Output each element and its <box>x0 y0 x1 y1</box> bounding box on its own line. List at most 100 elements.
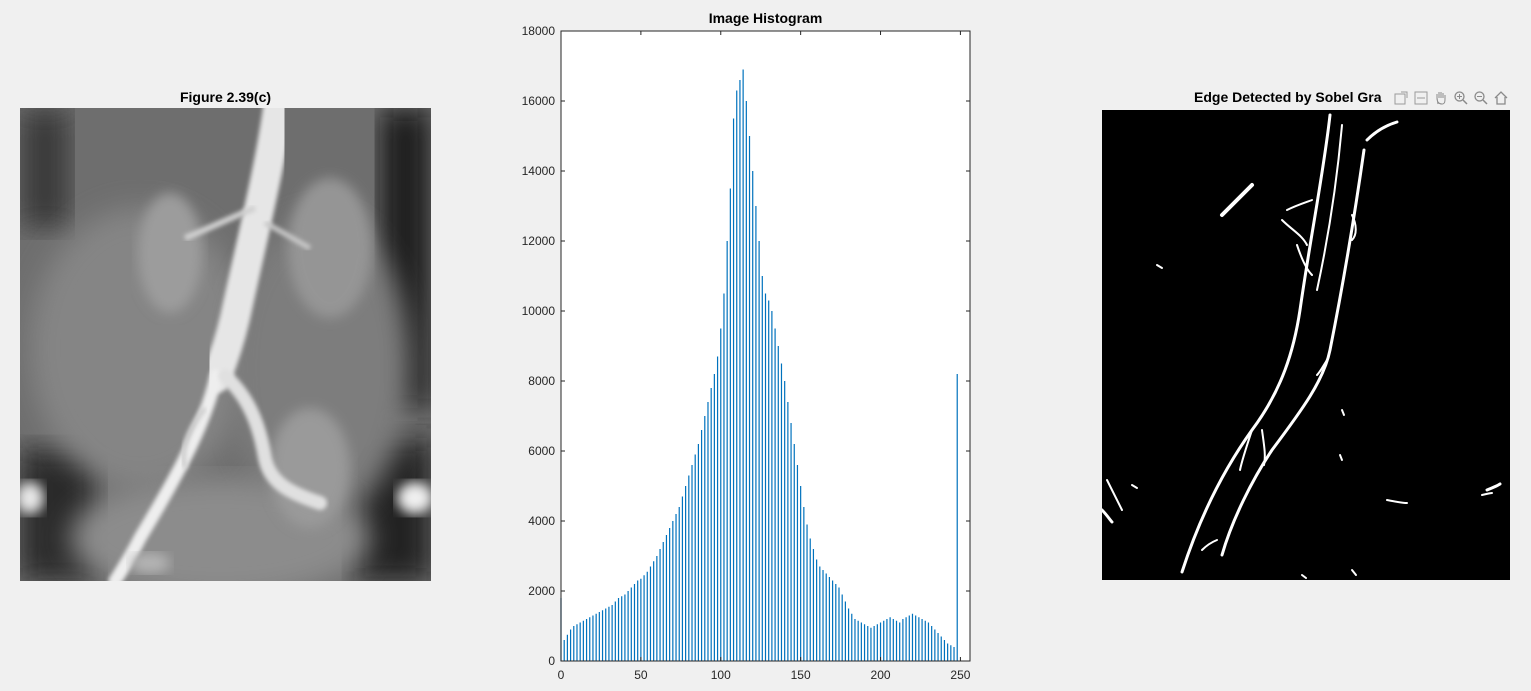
histogram-bar <box>617 598 620 661</box>
histogram-bar <box>589 617 591 661</box>
histogram-bar <box>707 402 709 661</box>
histogram-bar <box>688 475 690 661</box>
histogram-bar <box>665 535 668 661</box>
histogram-bar <box>771 311 773 661</box>
histogram-bar <box>774 328 776 661</box>
histogram-bar <box>566 634 568 661</box>
histogram-bar <box>579 622 581 661</box>
histogram-bar <box>860 622 862 661</box>
histogram-bar <box>812 549 815 661</box>
pan-icon[interactable] <box>1432 89 1450 107</box>
histogram-bar <box>601 610 604 661</box>
histogram-bar <box>844 601 846 661</box>
histogram-bar <box>732 118 735 661</box>
y-tick-label: 14000 <box>522 164 556 178</box>
histogram-bar <box>745 101 747 661</box>
histogram-bar <box>793 444 795 661</box>
histogram-bar <box>640 578 642 661</box>
histogram-bar <box>863 624 866 661</box>
histogram-bar <box>790 423 792 661</box>
histogram-bar <box>873 626 875 661</box>
histogram-bar <box>662 542 664 661</box>
x-tick-label: 200 <box>871 668 891 682</box>
histogram-bar <box>752 171 754 661</box>
histogram-bar <box>755 206 757 661</box>
histogram-bar <box>656 556 658 661</box>
brush-icon[interactable] <box>1412 89 1430 107</box>
histogram-bar <box>787 402 789 661</box>
histogram-bar <box>809 538 811 661</box>
histogram-bar <box>704 416 706 661</box>
histogram-bar <box>726 241 728 661</box>
y-tick-label: 4000 <box>528 514 555 528</box>
y-tick-label: 2000 <box>528 584 555 598</box>
left-panel-title: Figure 2.39(c) <box>179 89 272 105</box>
histogram-bar <box>806 524 808 661</box>
histogram-bar <box>857 620 859 661</box>
histogram-bar <box>598 612 600 661</box>
histogram-bar <box>633 584 636 661</box>
histogram-bar <box>841 594 843 661</box>
zoom-out-icon[interactable] <box>1472 89 1490 107</box>
histogram-bar <box>870 627 872 661</box>
y-tick-label: 10000 <box>522 304 556 318</box>
histogram-bar <box>595 613 597 661</box>
histogram-axes-box <box>560 30 971 662</box>
histogram-bar <box>832 580 834 661</box>
histogram-bar <box>854 619 856 661</box>
histogram-bar <box>921 619 923 661</box>
histogram-bar <box>915 615 917 661</box>
histogram-bar <box>902 619 904 661</box>
histogram-plot-area <box>561 31 970 661</box>
histogram-bar <box>950 645 952 661</box>
histogram-bar <box>697 444 699 661</box>
histogram-bar <box>828 577 831 661</box>
export-icon[interactable] <box>1392 89 1410 107</box>
histogram-bar <box>585 619 588 661</box>
histogram-bar <box>899 622 901 661</box>
histogram-bar <box>953 647 955 661</box>
histogram-bar <box>576 624 578 661</box>
y-tick-label: 16000 <box>522 94 556 108</box>
axes-toolbar <box>1392 88 1510 108</box>
histogram-bar <box>678 507 680 661</box>
histogram-bar <box>940 636 942 661</box>
histogram-bar <box>681 496 684 661</box>
histogram-bar <box>819 566 821 661</box>
histogram-bar <box>800 486 802 661</box>
histogram-bar <box>768 300 770 661</box>
histogram-bar <box>847 608 850 661</box>
histogram-bar <box>748 136 751 661</box>
histogram-bar <box>720 328 722 661</box>
histogram-bar <box>886 619 888 661</box>
histogram-bar <box>761 276 763 661</box>
histogram-bar <box>614 601 616 661</box>
histogram-bar <box>694 454 696 661</box>
histogram-bar <box>573 626 575 661</box>
histogram-bar <box>624 594 626 661</box>
histogram-bar <box>816 559 818 661</box>
histogram-bar <box>685 486 687 661</box>
x-tick-label: 50 <box>634 668 648 682</box>
x-tick-label: 100 <box>711 668 731 682</box>
histogram-bar <box>649 566 652 661</box>
histogram-bar <box>927 622 930 661</box>
histogram-bar <box>879 622 882 661</box>
histogram-bar <box>659 549 661 661</box>
histogram-bar <box>784 381 786 661</box>
histogram-bar <box>758 241 760 661</box>
histogram-bar <box>560 598 562 661</box>
histogram-bar <box>611 605 613 661</box>
home-icon[interactable] <box>1492 89 1510 107</box>
x-tick-label: 0 <box>558 668 565 682</box>
histogram-title: Image Histogram <box>708 10 823 26</box>
zoom-in-icon[interactable] <box>1452 89 1470 107</box>
histogram-bar <box>669 528 671 661</box>
histogram-bar <box>739 80 741 661</box>
histogram-bar <box>895 620 898 661</box>
y-tick-label: 8000 <box>528 374 555 388</box>
histogram-bar <box>937 633 939 661</box>
histogram-bar <box>905 617 907 661</box>
right-panel-title: Edge Detected by Sobel Gra <box>1194 89 1382 105</box>
histogram-bar <box>956 374 958 661</box>
